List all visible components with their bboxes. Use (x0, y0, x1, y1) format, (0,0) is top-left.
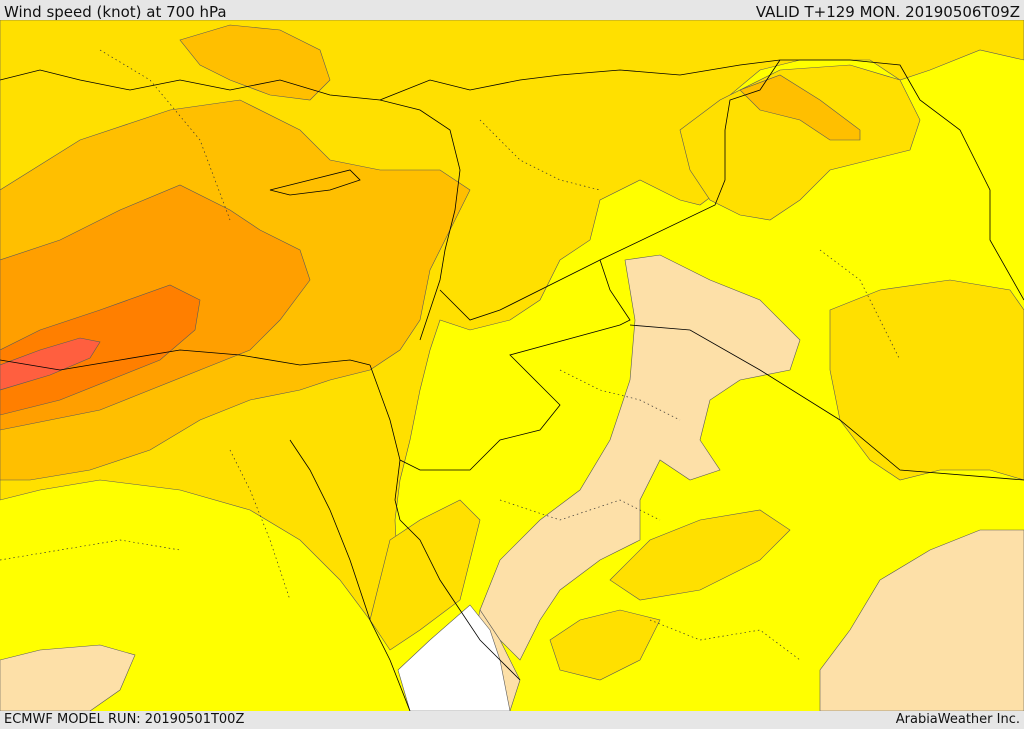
wind-band-2-ne (679, 64, 921, 221)
wind-band-3-ne (739, 74, 861, 141)
model-run: ECMWF MODEL RUN: 20190501T00Z (4, 712, 245, 727)
wind-speed-map (0, 20, 1024, 711)
country-borders (0, 59, 1024, 711)
map-title: Wind speed (knot) at 700 hPa (4, 3, 227, 21)
wind-band-6 (0, 337, 101, 391)
wind-band-2-south (369, 499, 481, 651)
credit: ArabiaWeather Inc. (895, 712, 1020, 727)
wind-band-2-ssw (609, 509, 791, 601)
footer-bar (0, 711, 1024, 729)
wind-band-5 (0, 284, 201, 416)
valid-time: VALID T+129 MON. 20190506T09Z (755, 3, 1020, 21)
calm-area-southwest (0, 644, 136, 711)
calm-area-center (479, 254, 801, 661)
wind-band-2-s (549, 609, 661, 681)
wind-band-3-north (179, 24, 331, 101)
province-borders (0, 49, 901, 661)
calm-area-southeast (819, 529, 1024, 711)
header-bar (0, 0, 1024, 20)
no-data-area (397, 604, 511, 711)
